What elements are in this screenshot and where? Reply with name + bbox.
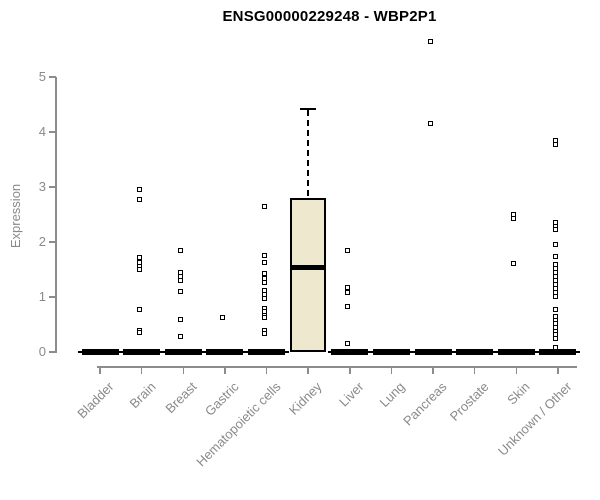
outlier-point xyxy=(261,280,267,286)
y-tick xyxy=(49,241,56,243)
zero-boxplot-box xyxy=(81,349,119,355)
outlier-point xyxy=(511,260,517,266)
outlier-point xyxy=(552,142,558,148)
outlier-point xyxy=(552,253,558,259)
zero-boxplot-box xyxy=(414,349,452,355)
y-tick xyxy=(49,76,56,78)
outlier-point xyxy=(552,226,558,232)
zero-boxplot-box xyxy=(123,349,161,355)
x-tick xyxy=(349,367,351,374)
x-tick xyxy=(390,367,393,374)
outlier-point xyxy=(344,290,350,296)
y-tick xyxy=(49,186,56,188)
zero-boxplot-box xyxy=(539,349,577,355)
zero-boxplot-box xyxy=(372,349,410,355)
outlier-point xyxy=(261,331,267,337)
outlier-point xyxy=(261,271,267,277)
x-tick xyxy=(515,367,518,374)
x-tick xyxy=(557,367,559,374)
outlier-point xyxy=(261,296,267,302)
y-axis-line xyxy=(55,77,57,353)
outlier-point xyxy=(552,293,558,299)
zero-boxplot-box xyxy=(331,349,369,355)
outlier-point xyxy=(552,306,558,312)
y-tick xyxy=(49,351,56,353)
chart-title: ENSG00000229248 - WBP2P1 xyxy=(222,8,437,25)
outlier-point xyxy=(511,216,517,222)
outlier-point xyxy=(552,336,558,342)
outlier-point xyxy=(428,38,434,44)
outlier-point xyxy=(136,330,142,336)
outlier-point xyxy=(178,333,184,339)
outlier-point xyxy=(136,255,142,261)
outlier-point xyxy=(344,303,350,309)
outlier-point xyxy=(552,345,558,351)
x-tick xyxy=(224,367,226,374)
outlier-point xyxy=(178,278,184,283)
zero-boxplot-box xyxy=(456,349,494,355)
y-tick-label: 4 xyxy=(38,124,46,139)
x-tick xyxy=(265,367,268,374)
y-tick-label: 2 xyxy=(38,234,46,249)
y-tick-label: 1 xyxy=(38,289,46,304)
zero-boxplot-box xyxy=(497,349,535,355)
boxplot-whisker xyxy=(307,109,310,196)
x-tick xyxy=(473,367,476,374)
outlier-point xyxy=(219,315,225,321)
outlier-point xyxy=(136,186,142,192)
outlier-point xyxy=(428,120,434,126)
outlier-point xyxy=(136,306,142,312)
outlier-point xyxy=(261,260,267,266)
y-tick xyxy=(49,131,56,133)
y-tick-label: 3 xyxy=(38,179,46,194)
outlier-point xyxy=(261,315,267,321)
outlier-point xyxy=(136,267,142,272)
boxplot-box xyxy=(290,198,327,352)
outlier-point xyxy=(261,204,267,210)
zero-boxplot-box xyxy=(206,349,244,355)
boxplot-whisker-cap xyxy=(300,107,317,110)
boxplot-median xyxy=(290,264,327,270)
outlier-point xyxy=(552,241,558,247)
outlier-point xyxy=(136,196,142,202)
zero-boxplot-box xyxy=(248,349,286,355)
y-tick-label: 5 xyxy=(38,69,46,84)
y-tick xyxy=(49,296,56,298)
zero-boxplot-box xyxy=(164,349,202,355)
outlier-point xyxy=(261,252,267,258)
x-tick xyxy=(140,367,143,374)
outlier-point xyxy=(178,316,184,322)
outlier-point xyxy=(178,289,184,294)
x-tick xyxy=(432,367,434,374)
x-tick xyxy=(182,367,185,374)
x-tick xyxy=(307,367,309,374)
x-axis-line xyxy=(97,366,577,368)
outlier-point xyxy=(178,247,184,253)
outlier-point xyxy=(344,247,350,253)
x-tick xyxy=(99,367,101,374)
outlier-point xyxy=(344,340,350,346)
outlier-point xyxy=(344,285,350,291)
y-tick-label: 0 xyxy=(38,344,46,359)
